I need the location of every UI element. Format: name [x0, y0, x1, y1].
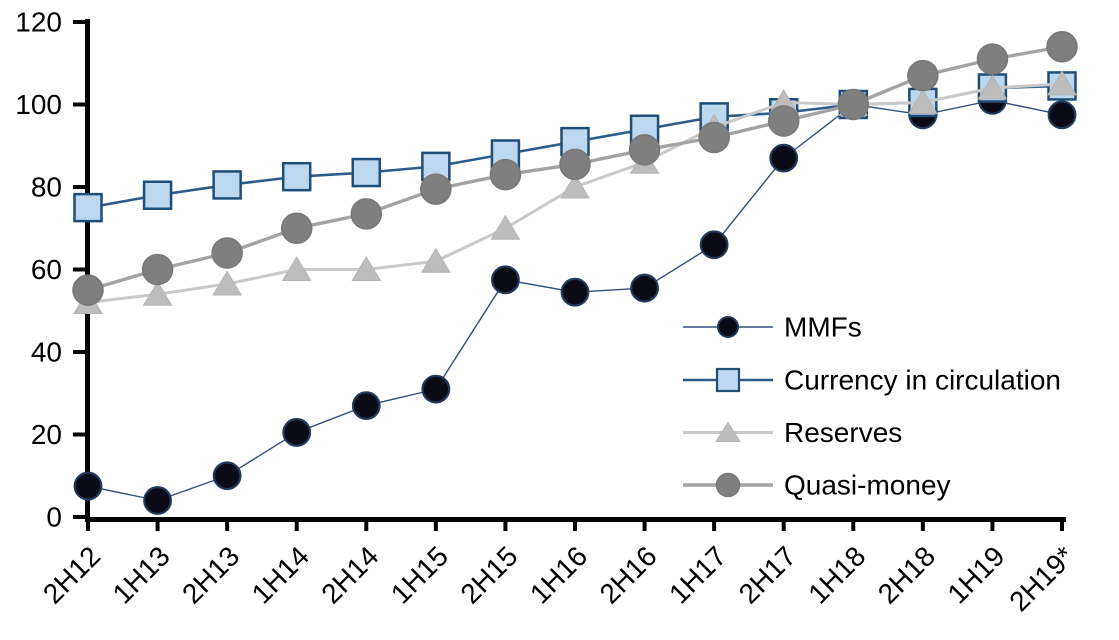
- legend-label: MMFs: [784, 312, 862, 343]
- quasi-money-marker: [559, 148, 591, 181]
- quasi-money-marker: [628, 134, 661, 166]
- y-tick-label: 20: [31, 419, 62, 450]
- reserves-triangle-marker: [281, 256, 312, 281]
- reserves-triangle-marker: [977, 74, 1008, 100]
- mmfs-marker: [699, 230, 729, 260]
- legend-item-currency-in-circulation: Currency in circulation: [683, 365, 1061, 396]
- y-tick-label: 60: [31, 254, 62, 285]
- x-tick-label: 1H13: [107, 540, 176, 609]
- mmfs-marker: [143, 486, 172, 515]
- reserves-triangle-marker: [560, 173, 590, 199]
- mmfs-marker: [630, 273, 659, 303]
- reserves-triangle-marker: [1047, 70, 1077, 96]
- y-tick-label: 0: [46, 502, 62, 533]
- mmfs-marker: [491, 265, 520, 295]
- x-tick-label: 1H14: [246, 540, 315, 609]
- currency-square-marker: [73, 192, 103, 223]
- y-tick-label: 40: [31, 337, 62, 368]
- series-quasi-money: [72, 31, 1078, 306]
- legend-label: Reserves: [784, 417, 902, 448]
- quasi-money-marker: [698, 121, 730, 154]
- x-tick-label: 1H18: [802, 540, 871, 609]
- quasi-money-marker: [767, 105, 800, 137]
- reserves-triangle-marker: [715, 421, 741, 442]
- legend-item-quasi-money: Quasi-money: [683, 470, 951, 501]
- mmfs-marker: [212, 461, 242, 491]
- reserves-triangle-marker: [490, 214, 521, 240]
- x-tick-label: 1H16: [524, 540, 593, 609]
- x-tick-label: 1H15: [385, 540, 454, 609]
- x-tick-label: 2H19*: [1003, 540, 1080, 617]
- legend-label: Currency in circulation: [784, 365, 1061, 396]
- mmfs-marker: [717, 316, 739, 338]
- reserves-triangle-marker: [420, 247, 451, 273]
- quasi-money-marker: [350, 198, 383, 230]
- reserves-triangle-marker: [907, 88, 938, 114]
- currency-square-marker: [142, 180, 173, 210]
- quasi-money-marker: [420, 173, 452, 205]
- x-tick-label: 2H15: [454, 540, 523, 609]
- quasi-money-marker: [1046, 31, 1078, 63]
- x-tick-label: 2H13: [176, 540, 245, 609]
- quasi-money-marker: [280, 212, 313, 244]
- currency-square-marker: [715, 367, 741, 393]
- currency-square-marker: [212, 170, 242, 200]
- legend-item-reserves: Reserves: [683, 417, 902, 448]
- reserves-triangle-marker: [351, 256, 382, 281]
- y-tick-label: 100: [15, 89, 62, 120]
- x-tick-label: 2H14: [315, 540, 384, 609]
- quasi-money-marker: [976, 43, 1009, 75]
- quasi-money-marker: [489, 158, 522, 191]
- quasi-money-marker: [211, 237, 243, 269]
- x-tick-label: 2H16: [594, 540, 663, 609]
- legend-item-mmfs: MMFs: [683, 312, 862, 343]
- quasi-money-marker: [715, 472, 741, 498]
- legend: MMFs Currency in circulation Reserves Quasi…: [683, 312, 1061, 501]
- x-tick-label: 2H17: [733, 540, 802, 609]
- x-tick-label: 2H12: [37, 540, 106, 609]
- x-tick-label: 2H18: [872, 540, 941, 609]
- mmfs-marker: [769, 143, 799, 173]
- x-tick-label: 1H19: [941, 540, 1010, 609]
- mmfs-marker: [421, 374, 451, 404]
- mmfs-marker: [351, 391, 381, 421]
- quasi-money-marker: [837, 88, 870, 121]
- reserves-triangle-marker: [212, 270, 243, 296]
- mmfs-marker: [73, 471, 103, 501]
- mmfs-marker: [560, 277, 590, 307]
- y-tick-label: 80: [31, 172, 62, 203]
- mmfs-marker: [282, 418, 312, 447]
- legend-label: Quasi-money: [784, 470, 951, 501]
- mmfs-marker: [1047, 100, 1077, 130]
- y-tick-label: 120: [15, 7, 62, 38]
- reserves-triangle-marker: [142, 280, 173, 306]
- currency-square-marker: [351, 157, 382, 188]
- currency-square-marker: [281, 161, 312, 192]
- quasi-money-marker: [907, 59, 939, 92]
- quasi-money-marker: [72, 274, 104, 306]
- quasi-money-marker: [141, 253, 174, 286]
- x-tick-label: 1H17: [663, 540, 732, 609]
